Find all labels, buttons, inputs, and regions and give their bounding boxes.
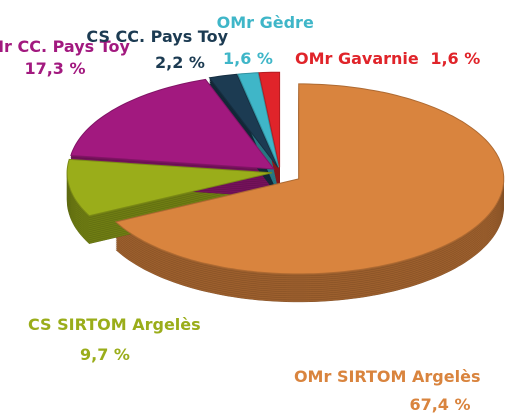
- slice-label: CS CC. Pays Toy 2,2 %: [86, 27, 233, 72]
- slice: [237, 72, 280, 168]
- label-name: OMr CC. Pays Toy: [0, 37, 131, 56]
- slice: [258, 71, 281, 168]
- label-value: 9,7 %: [80, 345, 130, 364]
- label-name: OMr SIRTOM Argelès: [294, 367, 481, 386]
- slice-label: OMr Gavarnie 1,6 %: [295, 49, 480, 68]
- slice-label: OMr SIRTOM Argelès 67,4 %: [294, 367, 486, 414]
- label-name: OMr Gavarnie: [295, 49, 419, 68]
- label-value: 17,3 %: [24, 59, 85, 78]
- slice-label: OMr Gèdre 1,6 %: [217, 13, 320, 68]
- label-name: OMr Gèdre: [217, 13, 314, 32]
- label-name: CS SIRTOM Argelès: [28, 315, 201, 334]
- label-name: CS CC. Pays Toy: [86, 27, 228, 46]
- label-value: 2,2 %: [155, 53, 205, 72]
- slice-label: OMr CC. Pays Toy 17,3 %: [0, 37, 136, 78]
- slice-label: CS SIRTOM Argelès 9,7 %: [28, 315, 206, 364]
- label-value: 1,6 %: [430, 49, 480, 68]
- pie: [66, 71, 505, 303]
- slice: [114, 83, 505, 275]
- slice: [66, 158, 273, 217]
- label-value: 67,4 %: [409, 395, 470, 414]
- slice: [70, 78, 275, 170]
- label-value: 1,6 %: [223, 49, 273, 68]
- slice: [208, 73, 279, 168]
